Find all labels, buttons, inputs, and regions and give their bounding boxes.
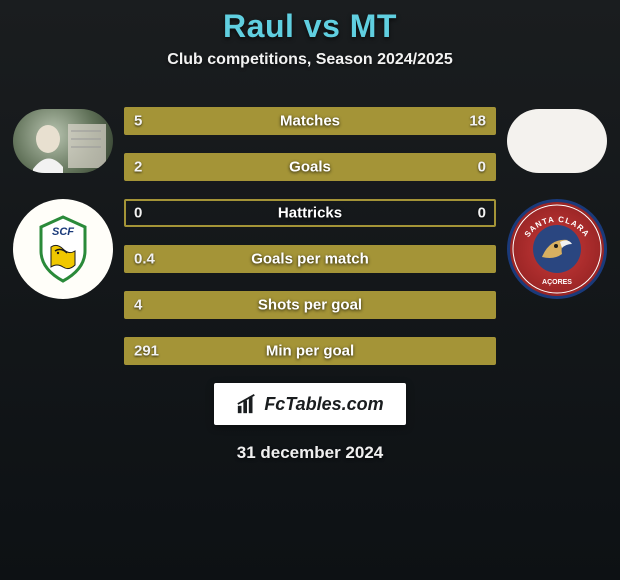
stat-value-left: 0.4 <box>134 251 155 268</box>
page-title: Raul vs MT <box>223 8 397 45</box>
stat-bar-right <box>207 109 494 133</box>
stat-label: Goals <box>289 159 331 176</box>
left-side: SCF <box>8 109 118 299</box>
stat-value-left: 5 <box>134 113 142 130</box>
stat-row: 291 Min per goal <box>124 337 496 365</box>
scf-text: SCF <box>52 226 74 238</box>
stat-value-left: 291 <box>134 343 159 360</box>
svg-text:AÇORES: AÇORES <box>542 279 572 286</box>
club-badge-left: SCF <box>13 199 113 299</box>
content: Raul vs MT Club competitions, Season 202… <box>0 0 620 580</box>
stat-value-right: 18 <box>469 113 486 130</box>
stat-value-left: 2 <box>134 159 142 176</box>
santa-clara-crest-icon: SANTA CLARA AÇORES <box>510 202 604 296</box>
player-left-photo-icon <box>13 109 113 173</box>
stat-label: Shots per goal <box>258 297 362 314</box>
club-badge-right: SANTA CLARA AÇORES <box>507 199 607 299</box>
stats-table: 5 18 Matches 2 0 Goals 0 0 Hattricks 0.4 Goals per… <box>118 107 502 365</box>
stat-row: 5 18 Matches <box>124 107 496 135</box>
comparison-area: SCF 5 18 Matches 2 0 Goals 0 0 Hattricks 0.4 Goals… <box>0 99 620 365</box>
stat-row: 4 Shots per goal <box>124 291 496 319</box>
subtitle: Club competitions, Season 2024/2025 <box>167 51 452 69</box>
footer-date: 31 december 2024 <box>237 443 384 463</box>
stat-value-right: 0 <box>478 205 486 222</box>
stat-value-left: 0 <box>134 205 142 222</box>
stat-row: 0.4 Goals per match <box>124 245 496 273</box>
player-avatar-right <box>507 109 607 173</box>
stat-row: 2 0 Goals <box>124 153 496 181</box>
stat-value-left: 4 <box>134 297 142 314</box>
stat-row: 0 0 Hattricks <box>124 199 496 227</box>
brand-badge: FcTables.com <box>214 383 405 425</box>
stat-label: Goals per match <box>251 251 369 268</box>
stat-label: Min per goal <box>266 343 354 360</box>
stat-label: Matches <box>280 113 340 130</box>
scf-crest-icon: SCF <box>23 209 103 289</box>
right-side: SANTA CLARA AÇORES <box>502 109 612 299</box>
stat-value-right: 0 <box>478 159 486 176</box>
brand-text: FcTables.com <box>264 394 383 415</box>
stat-label: Hattricks <box>278 205 342 222</box>
bars-icon <box>236 393 258 415</box>
player-avatar-left <box>13 109 113 173</box>
